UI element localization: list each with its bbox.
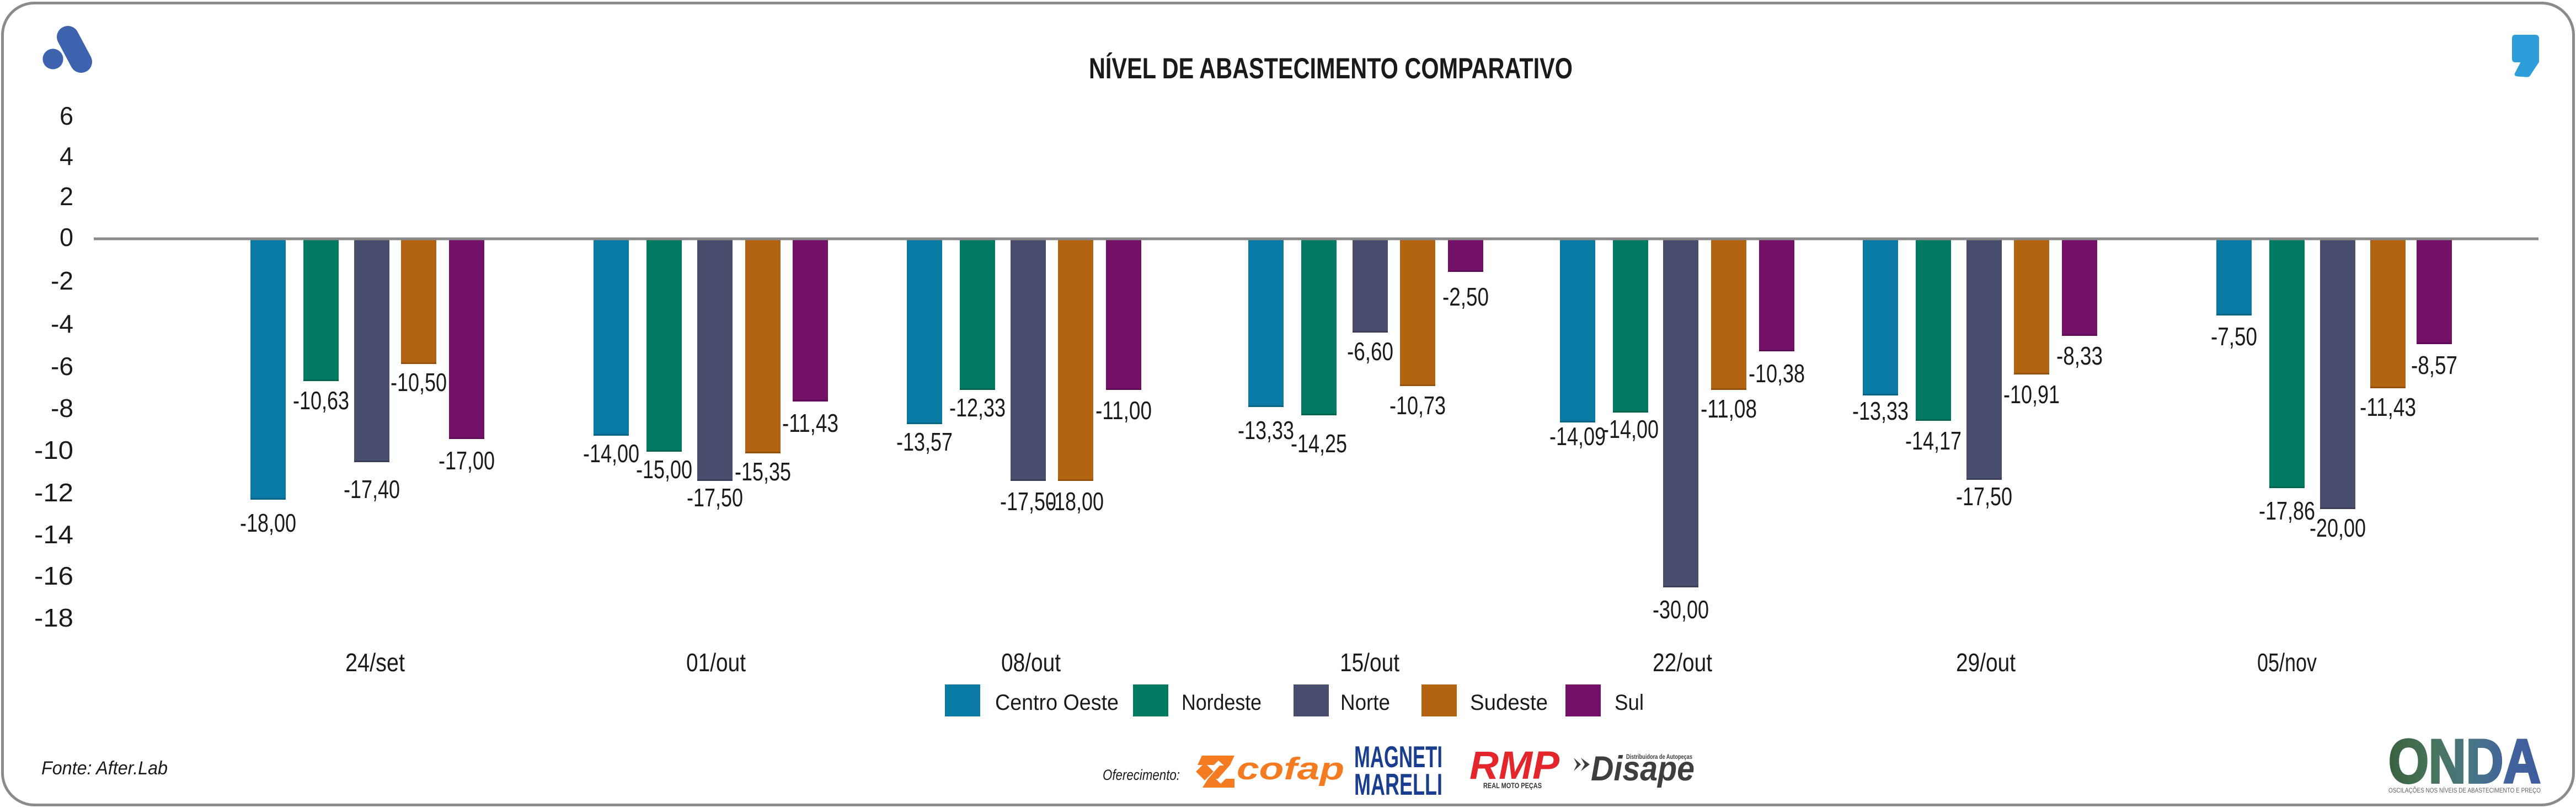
svg-text:-8: -8 [51, 394, 73, 422]
svg-text:Oferecimento:: Oferecimento: [1103, 767, 1180, 783]
svg-text:-17,50: -17,50 [687, 483, 743, 512]
svg-text:29/out: 29/out [1956, 648, 2016, 677]
svg-text:NÍVEL DE ABASTECIMENTO COMPARA: NÍVEL DE ABASTECIMENTO COMPARATIVO [1089, 52, 1573, 85]
svg-text:24/set: 24/set [345, 648, 405, 677]
svg-text:-18,00: -18,00 [1047, 487, 1104, 516]
svg-text:-16: -16 [34, 561, 73, 590]
svg-text:-10,50: -10,50 [391, 368, 447, 397]
svg-text:-14: -14 [34, 520, 73, 549]
svg-text:Sul: Sul [1615, 691, 1644, 715]
svg-text:-7,50: -7,50 [2211, 322, 2257, 351]
svg-text:-14,17: -14,17 [1905, 426, 1962, 455]
svg-text:-8,57: -8,57 [2411, 351, 2457, 379]
svg-text:Norte: Norte [1340, 691, 1390, 715]
svg-text:-10,73: -10,73 [1389, 391, 1446, 420]
svg-text:-20,00: -20,00 [2310, 513, 2366, 542]
svg-text:Fonte: After.Lab: Fonte: After.Lab [41, 758, 168, 779]
svg-text:-17,86: -17,86 [2259, 496, 2315, 525]
svg-text:15/out: 15/out [1340, 648, 1399, 677]
svg-text:MARELLI: MARELLI [1354, 767, 1442, 801]
svg-text:MAGNETI: MAGNETI [1354, 740, 1442, 774]
svg-text:REAL MOTO PEÇAS: REAL MOTO PEÇAS [1483, 781, 1542, 790]
svg-text:ONDA: ONDA [2388, 727, 2541, 796]
svg-text:Nordeste: Nordeste [1182, 691, 1262, 715]
svg-text:-8,33: -8,33 [2056, 341, 2103, 370]
svg-text:-13,33: -13,33 [1852, 397, 1909, 425]
svg-text:-14,09: -14,09 [1549, 422, 1606, 451]
svg-text:6: 6 [60, 101, 73, 130]
svg-text:08/out: 08/out [1001, 648, 1061, 677]
svg-text:-12,33: -12,33 [949, 393, 1006, 422]
svg-text:cofap: cofap [1237, 751, 1344, 786]
svg-text:Centro Oeste: Centro Oeste [995, 691, 1119, 715]
svg-text:-18,00: -18,00 [240, 509, 296, 537]
svg-text:-10,91: -10,91 [2003, 380, 2060, 409]
svg-text:-4: -4 [51, 309, 73, 338]
svg-text:-14,00: -14,00 [1602, 415, 1659, 443]
svg-text:05/nov: 05/nov [2257, 648, 2317, 677]
svg-text:-6,60: -6,60 [1347, 337, 1393, 366]
svg-text:-15,35: -15,35 [735, 457, 791, 486]
svg-text:-6: -6 [51, 352, 73, 381]
svg-text:RMP: RMP [1469, 744, 1560, 788]
svg-text:-18: -18 [34, 603, 73, 632]
svg-text:22/out: 22/out [1653, 648, 1712, 677]
svg-text:0: 0 [60, 223, 73, 252]
svg-text:-14,25: -14,25 [1291, 429, 1347, 458]
svg-text:-13,57: -13,57 [896, 427, 953, 456]
svg-text:-2,50: -2,50 [1442, 282, 1489, 311]
svg-text:-10,38: -10,38 [1749, 359, 1805, 388]
svg-text:-10,63: -10,63 [293, 386, 349, 415]
svg-text:-12: -12 [34, 478, 73, 507]
svg-text:-15,00: -15,00 [636, 455, 692, 484]
svg-text:-17,50: -17,50 [1000, 487, 1056, 516]
svg-text:4: 4 [60, 142, 73, 170]
svg-text:-2: -2 [51, 266, 73, 295]
svg-text:-11,00: -11,00 [1095, 396, 1152, 425]
svg-text:-17,50: -17,50 [1956, 482, 2012, 511]
svg-text:-17,40: -17,40 [344, 475, 400, 504]
svg-text:-11,08: -11,08 [1701, 394, 1757, 423]
svg-text:-11,43: -11,43 [2360, 393, 2416, 421]
svg-text:Distribuidora de Autopeças: Distribuidora de Autopeças [1626, 753, 1692, 761]
svg-text:2: 2 [60, 182, 73, 211]
svg-text:-13,33: -13,33 [1238, 416, 1294, 445]
svg-text:-14,00: -14,00 [583, 439, 639, 468]
svg-text:OSCILAÇÕES NOS NÍVEIS DE ABAST: OSCILAÇÕES NOS NÍVEIS DE ABASTECIMENTO E… [2388, 786, 2541, 794]
svg-text:Sudeste: Sudeste [1470, 691, 1548, 715]
svg-text:-11,43: -11,43 [782, 409, 838, 437]
svg-text:Disape: Disape [1591, 750, 1695, 788]
svg-text:-30,00: -30,00 [1653, 595, 1709, 624]
svg-text:-17,00: -17,00 [439, 446, 495, 475]
svg-text:-10: -10 [34, 436, 73, 464]
svg-text:01/out: 01/out [686, 648, 746, 677]
